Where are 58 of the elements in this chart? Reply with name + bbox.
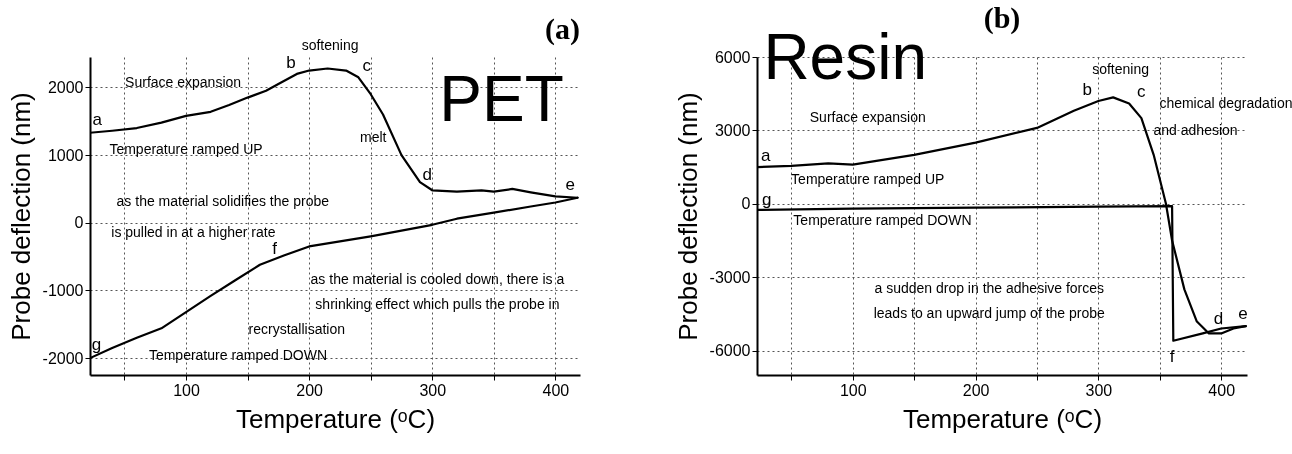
annotation: d [1213,308,1224,328]
annotation: f [272,239,278,259]
chart-title: (a) [545,11,580,46]
x-tick-label: 400 [1208,381,1236,399]
chart-subtitle: PET [439,62,564,135]
annotation: g [762,189,772,209]
annotation: is pulled in at a higher rate [111,223,276,240]
y-tick-label: -1000 [42,281,84,299]
annotation: leads to an upward jump of the probe [873,304,1106,321]
chart-subtitle: Resin [763,21,928,94]
y-tick-label: 3000 [714,121,751,139]
x-axis-title: Temperature (ᵒC) [902,403,1103,434]
annotation: c [1136,81,1146,101]
annotation: e [1238,303,1248,323]
chart-title: (b) [983,1,1021,36]
y-tick-label: -6000 [709,342,751,360]
annotation: recrystallisation [248,321,346,338]
y-tick-label: 6000 [714,48,751,66]
annotation: b [286,53,296,73]
y-tick-label: -3000 [709,268,751,286]
annotation: Temperature ramped DOWN [793,212,972,229]
annotation: e [565,174,575,194]
annotation: Temperature ramped UP [109,141,263,158]
y-axis-title: Probe deflection (nm) [672,92,703,341]
annotation: Surface expansion [125,73,242,90]
annotation: f [1169,346,1175,366]
annotation: c [362,55,372,75]
x-tick-label: 300 [419,381,447,399]
x-tick-label: 400 [542,381,570,399]
x-tick-label: 200 [962,381,990,399]
annotation: d [422,165,432,185]
annotation: and adhesion [1153,121,1238,138]
annotation: Temperature ramped UP [791,171,945,188]
x-tick-label: 100 [839,381,867,399]
x-axis-title: Temperature (ᵒC) [235,403,436,434]
y-axis-title: Probe deflection (nm) [5,92,36,341]
y-tick-label: 0 [741,195,751,213]
annotation: Temperature ramped DOWN [148,346,328,363]
y-tick-label: -2000 [42,349,84,367]
annotation: softening [1092,61,1149,78]
annotation: as the material solidifies the probe [116,193,330,210]
annotation: b [1082,79,1092,99]
text: softening [301,36,359,53]
annotation: melt [359,129,387,146]
x-tick-label: 200 [296,381,324,399]
annotation: a sudden drop in the adhesive forces [874,279,1105,296]
annotation: g [91,335,102,355]
x-tick-label: 100 [173,381,200,399]
annotation: shrinking effect which pulls the probe in [315,296,560,313]
y-tick-label: 1000 [47,146,84,164]
annotation: chemical degradation [1159,95,1292,112]
x-tick-label: 300 [1085,381,1113,399]
annotation: as the material is cooled down, there is a [310,270,565,287]
y-tick-label: 2000 [47,78,84,96]
annotation: Surface expansion [809,109,926,126]
annotation: a [761,146,772,166]
y-tick-label: 0 [74,214,84,232]
annotation: a [92,109,103,129]
